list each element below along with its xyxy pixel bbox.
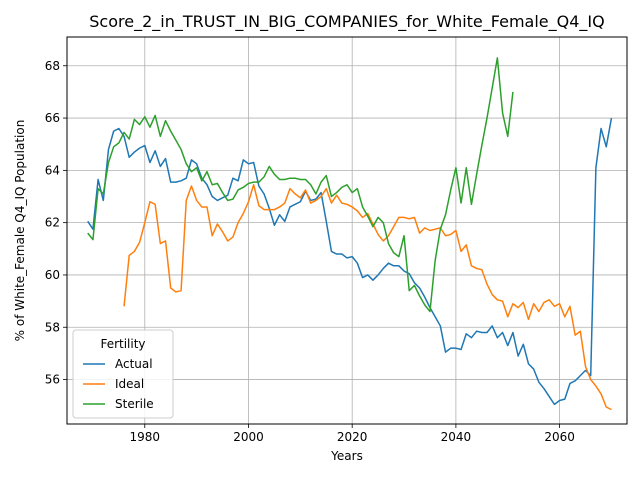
legend-label-sterile: Sterile	[115, 397, 154, 411]
series-line-ideal	[123, 183, 612, 411]
chart-title: Score_2_in_TRUST_IN_BIG_COMPANIES_for_Wh…	[89, 12, 604, 32]
x-tick-label: 1980	[130, 430, 161, 444]
plot-frame	[66, 36, 628, 425]
y-tick-label: 56	[45, 373, 60, 387]
x-tick-label: 2040	[441, 430, 472, 444]
y-tick-label: 66	[45, 111, 60, 125]
y-tick-label: 68	[45, 59, 60, 73]
x-axis-label: Years	[330, 449, 363, 463]
y-tick-label: 64	[45, 163, 60, 177]
series-layer	[87, 57, 613, 411]
legend-label-actual: Actual	[115, 357, 153, 371]
axis-ticks: 1980 2000 2020 2040 2060 56 58 60 62 64 66 68	[45, 59, 575, 444]
y-tick-label: 60	[45, 268, 60, 282]
y-tick-label: 58	[45, 320, 60, 334]
series-line-sterile	[87, 57, 514, 313]
legend-box	[72, 329, 174, 419]
x-tick-label: 2000	[233, 430, 264, 444]
series-line-actual	[87, 117, 613, 406]
x-tick-label: 2020	[337, 430, 368, 444]
legend: Fertility Actual Ideal Sterile	[72, 329, 174, 419]
grid	[67, 37, 627, 424]
y-axis-label: % of White_Female Q4_IQ Population	[13, 120, 27, 342]
legend-title: Fertility	[100, 337, 145, 351]
legend-label-ideal: Ideal	[115, 377, 144, 391]
x-tick-label: 2060	[544, 430, 575, 444]
y-tick-label: 62	[45, 216, 60, 230]
